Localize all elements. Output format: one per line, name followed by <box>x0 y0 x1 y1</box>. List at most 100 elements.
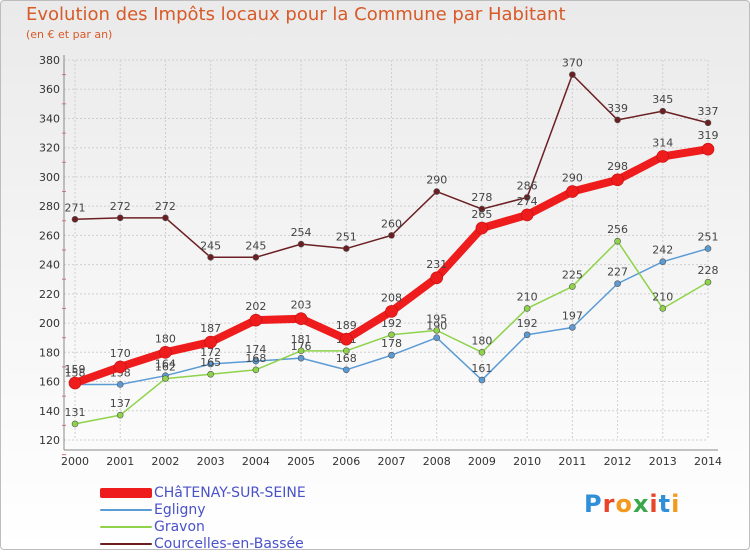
data-label: 290 <box>426 174 447 187</box>
y-tick-label: 300 <box>39 171 60 184</box>
x-tick-label: 2007 <box>378 455 406 468</box>
data-label: 274 <box>517 195 538 208</box>
y-tick-label: 220 <box>39 288 60 301</box>
data-point <box>704 278 712 286</box>
data-label: 168 <box>336 352 357 365</box>
legend-item-courcelles: Courcelles-en-Bassée <box>100 535 306 552</box>
data-label: 298 <box>607 160 628 173</box>
data-point <box>701 142 715 156</box>
data-label: 165 <box>200 356 221 369</box>
chart-subtitle: (en € et par an) <box>26 28 113 41</box>
data-point <box>523 331 531 339</box>
x-tick-label: 2002 <box>151 455 179 468</box>
y-tick-label: 280 <box>39 200 60 213</box>
data-label: 168 <box>245 352 266 365</box>
data-label: 192 <box>381 317 402 330</box>
data-point <box>659 107 667 115</box>
legend-item-gravon: Gravon <box>100 518 306 535</box>
legend-item-chatenay: CHâTENAY-SUR-SEINE <box>100 484 306 501</box>
data-label: 203 <box>291 299 312 312</box>
x-tick-label: 2013 <box>649 455 677 468</box>
data-point <box>475 221 489 235</box>
data-point <box>478 205 486 213</box>
legend-swatch-gravon <box>100 525 152 528</box>
data-label: 208 <box>381 291 402 304</box>
data-point <box>433 327 441 334</box>
data-label: 278 <box>471 191 492 204</box>
data-point <box>204 335 217 349</box>
y-tick-label: 140 <box>39 405 60 418</box>
x-tick-label: 2001 <box>106 455 134 468</box>
data-label: 170 <box>110 347 131 360</box>
legend-label-chatenay: CHâTENAY-SUR-SEINE <box>154 484 306 501</box>
y-tick-label: 120 <box>39 434 60 447</box>
data-label: 180 <box>471 334 492 347</box>
x-tick-label: 2012 <box>604 455 632 468</box>
data-label: 195 <box>426 312 447 325</box>
data-point <box>520 208 534 222</box>
data-label: 272 <box>110 200 131 213</box>
x-tick-label: 2000 <box>61 455 89 468</box>
data-point <box>659 305 667 312</box>
data-point <box>113 360 127 374</box>
data-point <box>116 411 124 419</box>
data-label: 210 <box>652 290 673 303</box>
data-point <box>252 254 260 261</box>
data-label: 251 <box>336 231 357 244</box>
data-label: 228 <box>698 264 719 277</box>
data-point <box>614 237 621 245</box>
data-point <box>71 216 79 223</box>
y-tick-label: 340 <box>39 112 60 125</box>
data-point <box>342 245 350 252</box>
data-point <box>207 360 214 368</box>
data-point <box>294 312 308 325</box>
proxiti-logo: Proxiti <box>584 490 681 518</box>
data-point <box>656 150 670 163</box>
data-point <box>478 349 486 356</box>
data-point <box>207 370 214 378</box>
data-point <box>569 71 576 78</box>
data-point <box>207 254 214 261</box>
data-point <box>704 119 712 127</box>
x-tick-label: 2006 <box>332 455 360 468</box>
data-point <box>569 283 576 290</box>
legend-label-gravon: Gravon <box>154 518 205 535</box>
data-point <box>297 347 305 355</box>
data-point <box>430 271 444 285</box>
data-label: 290 <box>562 172 583 185</box>
data-point <box>614 280 621 287</box>
legend-item-egligny: Egligny <box>100 501 306 518</box>
data-label: 131 <box>65 406 86 419</box>
data-point <box>342 366 350 374</box>
data-label: 178 <box>381 337 402 350</box>
data-point <box>523 194 531 201</box>
x-tick-label: 2014 <box>694 455 722 468</box>
data-point <box>611 173 624 187</box>
data-label: 192 <box>517 317 538 330</box>
x-tick-label: 2003 <box>197 455 225 468</box>
data-label: 254 <box>291 226 312 239</box>
x-tick-label: 2008 <box>423 455 451 468</box>
data-label: 337 <box>698 105 719 118</box>
x-tick-label: 2011 <box>558 455 586 468</box>
x-tick-label: 2004 <box>242 455 270 468</box>
data-label: 242 <box>652 244 673 257</box>
data-point <box>388 351 395 359</box>
data-point <box>162 214 169 222</box>
x-tick-label: 2010 <box>513 455 541 468</box>
data-label: 245 <box>245 239 266 252</box>
data-point <box>162 375 169 382</box>
data-label: 164 <box>155 358 176 371</box>
legend-swatch-chatenay <box>100 487 152 498</box>
data-label: 137 <box>110 397 131 410</box>
data-point <box>252 357 260 365</box>
data-label: 286 <box>517 179 538 192</box>
data-label: 202 <box>245 300 266 313</box>
legend-label-egligny: Egligny <box>154 501 206 518</box>
y-tick-label: 180 <box>39 346 60 359</box>
legend-swatch-egligny <box>100 508 152 511</box>
data-label: 225 <box>562 269 583 282</box>
data-point <box>478 376 486 384</box>
data-label: 271 <box>65 201 86 214</box>
